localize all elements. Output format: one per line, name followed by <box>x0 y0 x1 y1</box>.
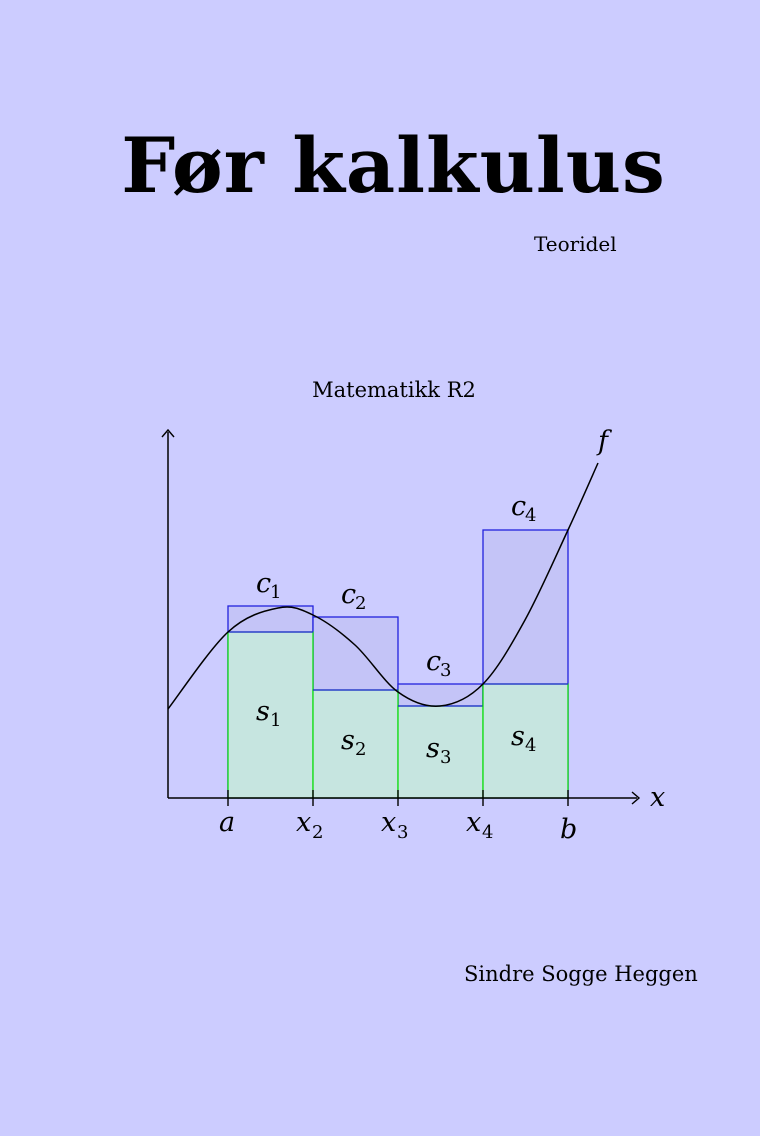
tick-label-a: a <box>219 807 235 838</box>
upper-label-c4: c 4 <box>511 491 536 526</box>
svg-text:s: s <box>256 696 270 727</box>
lower-label-s2: s 2 <box>341 725 366 760</box>
lower-label-s1: s 1 <box>256 696 281 731</box>
tick-label-x2: x 2 <box>296 807 323 843</box>
svg-text:1: 1 <box>270 710 281 731</box>
function-curve <box>167 462 599 710</box>
svg-text:2: 2 <box>312 822 323 843</box>
svg-text:b: b <box>560 814 577 845</box>
svg-text:c: c <box>426 646 441 677</box>
function-label: f <box>596 426 612 457</box>
tick-label-x3: x 3 <box>381 807 408 843</box>
y-axis-arrowhead <box>161 428 175 438</box>
course-name: Matematikk R2 <box>312 378 476 402</box>
svg-text:x: x <box>296 807 311 838</box>
book-subtitle: Teoridel <box>534 232 617 256</box>
upper-label-c1: c 1 <box>256 568 281 603</box>
svg-text:c: c <box>511 491 526 522</box>
lower-label-s3: s 3 <box>426 733 451 768</box>
upper-label-c2: c 2 <box>341 579 366 614</box>
svg-text:c: c <box>341 579 356 610</box>
x-axis-label: x <box>650 782 665 813</box>
svg-text:3: 3 <box>440 660 451 681</box>
svg-text:4: 4 <box>525 505 536 526</box>
svg-text:x: x <box>466 807 481 838</box>
svg-text:4: 4 <box>525 735 536 756</box>
svg-text:s: s <box>511 721 525 752</box>
tick-label-b: b <box>560 814 577 845</box>
svg-text:4: 4 <box>482 822 493 843</box>
svg-text:2: 2 <box>355 593 366 614</box>
author-name: Sindre Sogge Heggen <box>464 962 698 986</box>
svg-text:s: s <box>426 733 440 764</box>
tick-label-x4: x 4 <box>466 807 493 843</box>
lower-rect-4 <box>482 683 569 799</box>
svg-text:3: 3 <box>440 747 451 768</box>
svg-text:1: 1 <box>270 582 281 603</box>
svg-text:2: 2 <box>355 739 366 760</box>
svg-text:3: 3 <box>397 822 408 843</box>
svg-text:a: a <box>219 807 235 838</box>
lower-label-s4: s 4 <box>511 721 536 756</box>
svg-text:c: c <box>256 568 271 599</box>
x-axis-arrowhead <box>631 791 641 805</box>
svg-text:s: s <box>341 725 355 756</box>
lower-rect-2 <box>312 689 399 799</box>
upper-label-c3: c 3 <box>426 646 451 681</box>
svg-text:x: x <box>381 807 396 838</box>
lower-rect-1 <box>227 631 314 799</box>
book-title: Før kalkulus <box>121 121 666 210</box>
